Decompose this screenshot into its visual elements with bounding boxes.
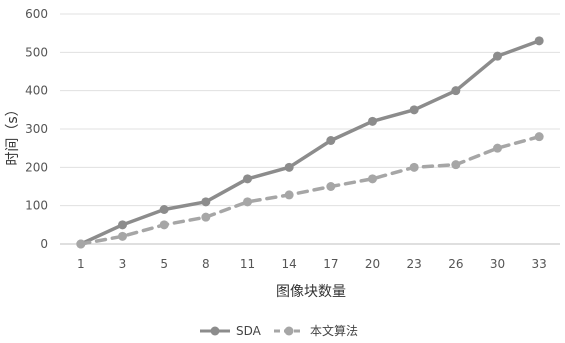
data-point bbox=[159, 220, 169, 230]
legend-item: 本文算法 bbox=[274, 323, 358, 338]
legend-label: 本文算法 bbox=[310, 323, 358, 338]
x-tick-label: 30 bbox=[490, 257, 505, 271]
series-2 bbox=[76, 132, 544, 249]
y-axis-ticks: 0 100 200 300 400 500 600 bbox=[25, 7, 48, 251]
legend-label: SDA bbox=[236, 324, 262, 338]
x-tick-label: 33 bbox=[532, 257, 547, 271]
data-point bbox=[493, 143, 502, 153]
data-point bbox=[409, 162, 419, 172]
x-tick-label: 5 bbox=[160, 257, 168, 271]
x-tick-label: 26 bbox=[448, 257, 463, 271]
data-point bbox=[534, 132, 544, 142]
data-point bbox=[284, 162, 294, 172]
series-line bbox=[79, 39, 541, 246]
data-point bbox=[76, 239, 86, 249]
x-tick-label: 1 bbox=[77, 257, 85, 271]
x-tick-label: 17 bbox=[323, 257, 338, 271]
data-point bbox=[201, 212, 211, 222]
data-point bbox=[326, 136, 336, 145]
data-point bbox=[368, 174, 377, 184]
data-point bbox=[159, 205, 169, 214]
x-axis-title: 图像块数量 bbox=[276, 284, 346, 300]
y-tick-label: 0 bbox=[40, 237, 48, 251]
y-tick-label: 100 bbox=[25, 199, 48, 213]
x-tick-label: 3 bbox=[119, 257, 127, 271]
grid-lines bbox=[60, 13, 560, 245]
data-point bbox=[451, 160, 461, 170]
x-tick-label: 14 bbox=[282, 257, 297, 271]
data-point bbox=[201, 197, 211, 207]
data-point bbox=[368, 116, 377, 126]
data-point bbox=[118, 231, 127, 241]
data-point bbox=[118, 220, 127, 230]
y-axis-title: 时间（s） bbox=[5, 102, 21, 165]
x-tick-label: 23 bbox=[407, 257, 422, 271]
legend-marker bbox=[284, 326, 294, 336]
x-tick-label: 8 bbox=[202, 257, 210, 271]
legend: SDA 本文算法 bbox=[200, 323, 358, 338]
x-tick-label: 20 bbox=[365, 257, 380, 271]
series-lines bbox=[76, 36, 544, 249]
data-point bbox=[284, 190, 294, 200]
y-tick-label: 400 bbox=[25, 84, 48, 98]
series-line bbox=[79, 134, 541, 246]
data-point bbox=[409, 105, 419, 115]
y-tick-label: 600 bbox=[25, 7, 48, 21]
data-point bbox=[326, 182, 336, 191]
legend-item: SDA bbox=[200, 324, 262, 338]
y-tick-label: 500 bbox=[25, 45, 48, 59]
data-point bbox=[451, 86, 461, 96]
data-point bbox=[243, 174, 252, 184]
y-tick-label: 200 bbox=[25, 160, 48, 174]
series-1 bbox=[76, 36, 544, 249]
data-point bbox=[534, 36, 544, 46]
y-tick-label: 300 bbox=[25, 122, 48, 136]
x-tick-label: 11 bbox=[240, 257, 255, 271]
legend-marker bbox=[210, 326, 220, 336]
x-axis-ticks: 1 3 5 8 11 14 17 20 23 26 30 33 bbox=[77, 257, 547, 271]
data-point bbox=[493, 51, 502, 61]
data-point bbox=[243, 197, 252, 207]
